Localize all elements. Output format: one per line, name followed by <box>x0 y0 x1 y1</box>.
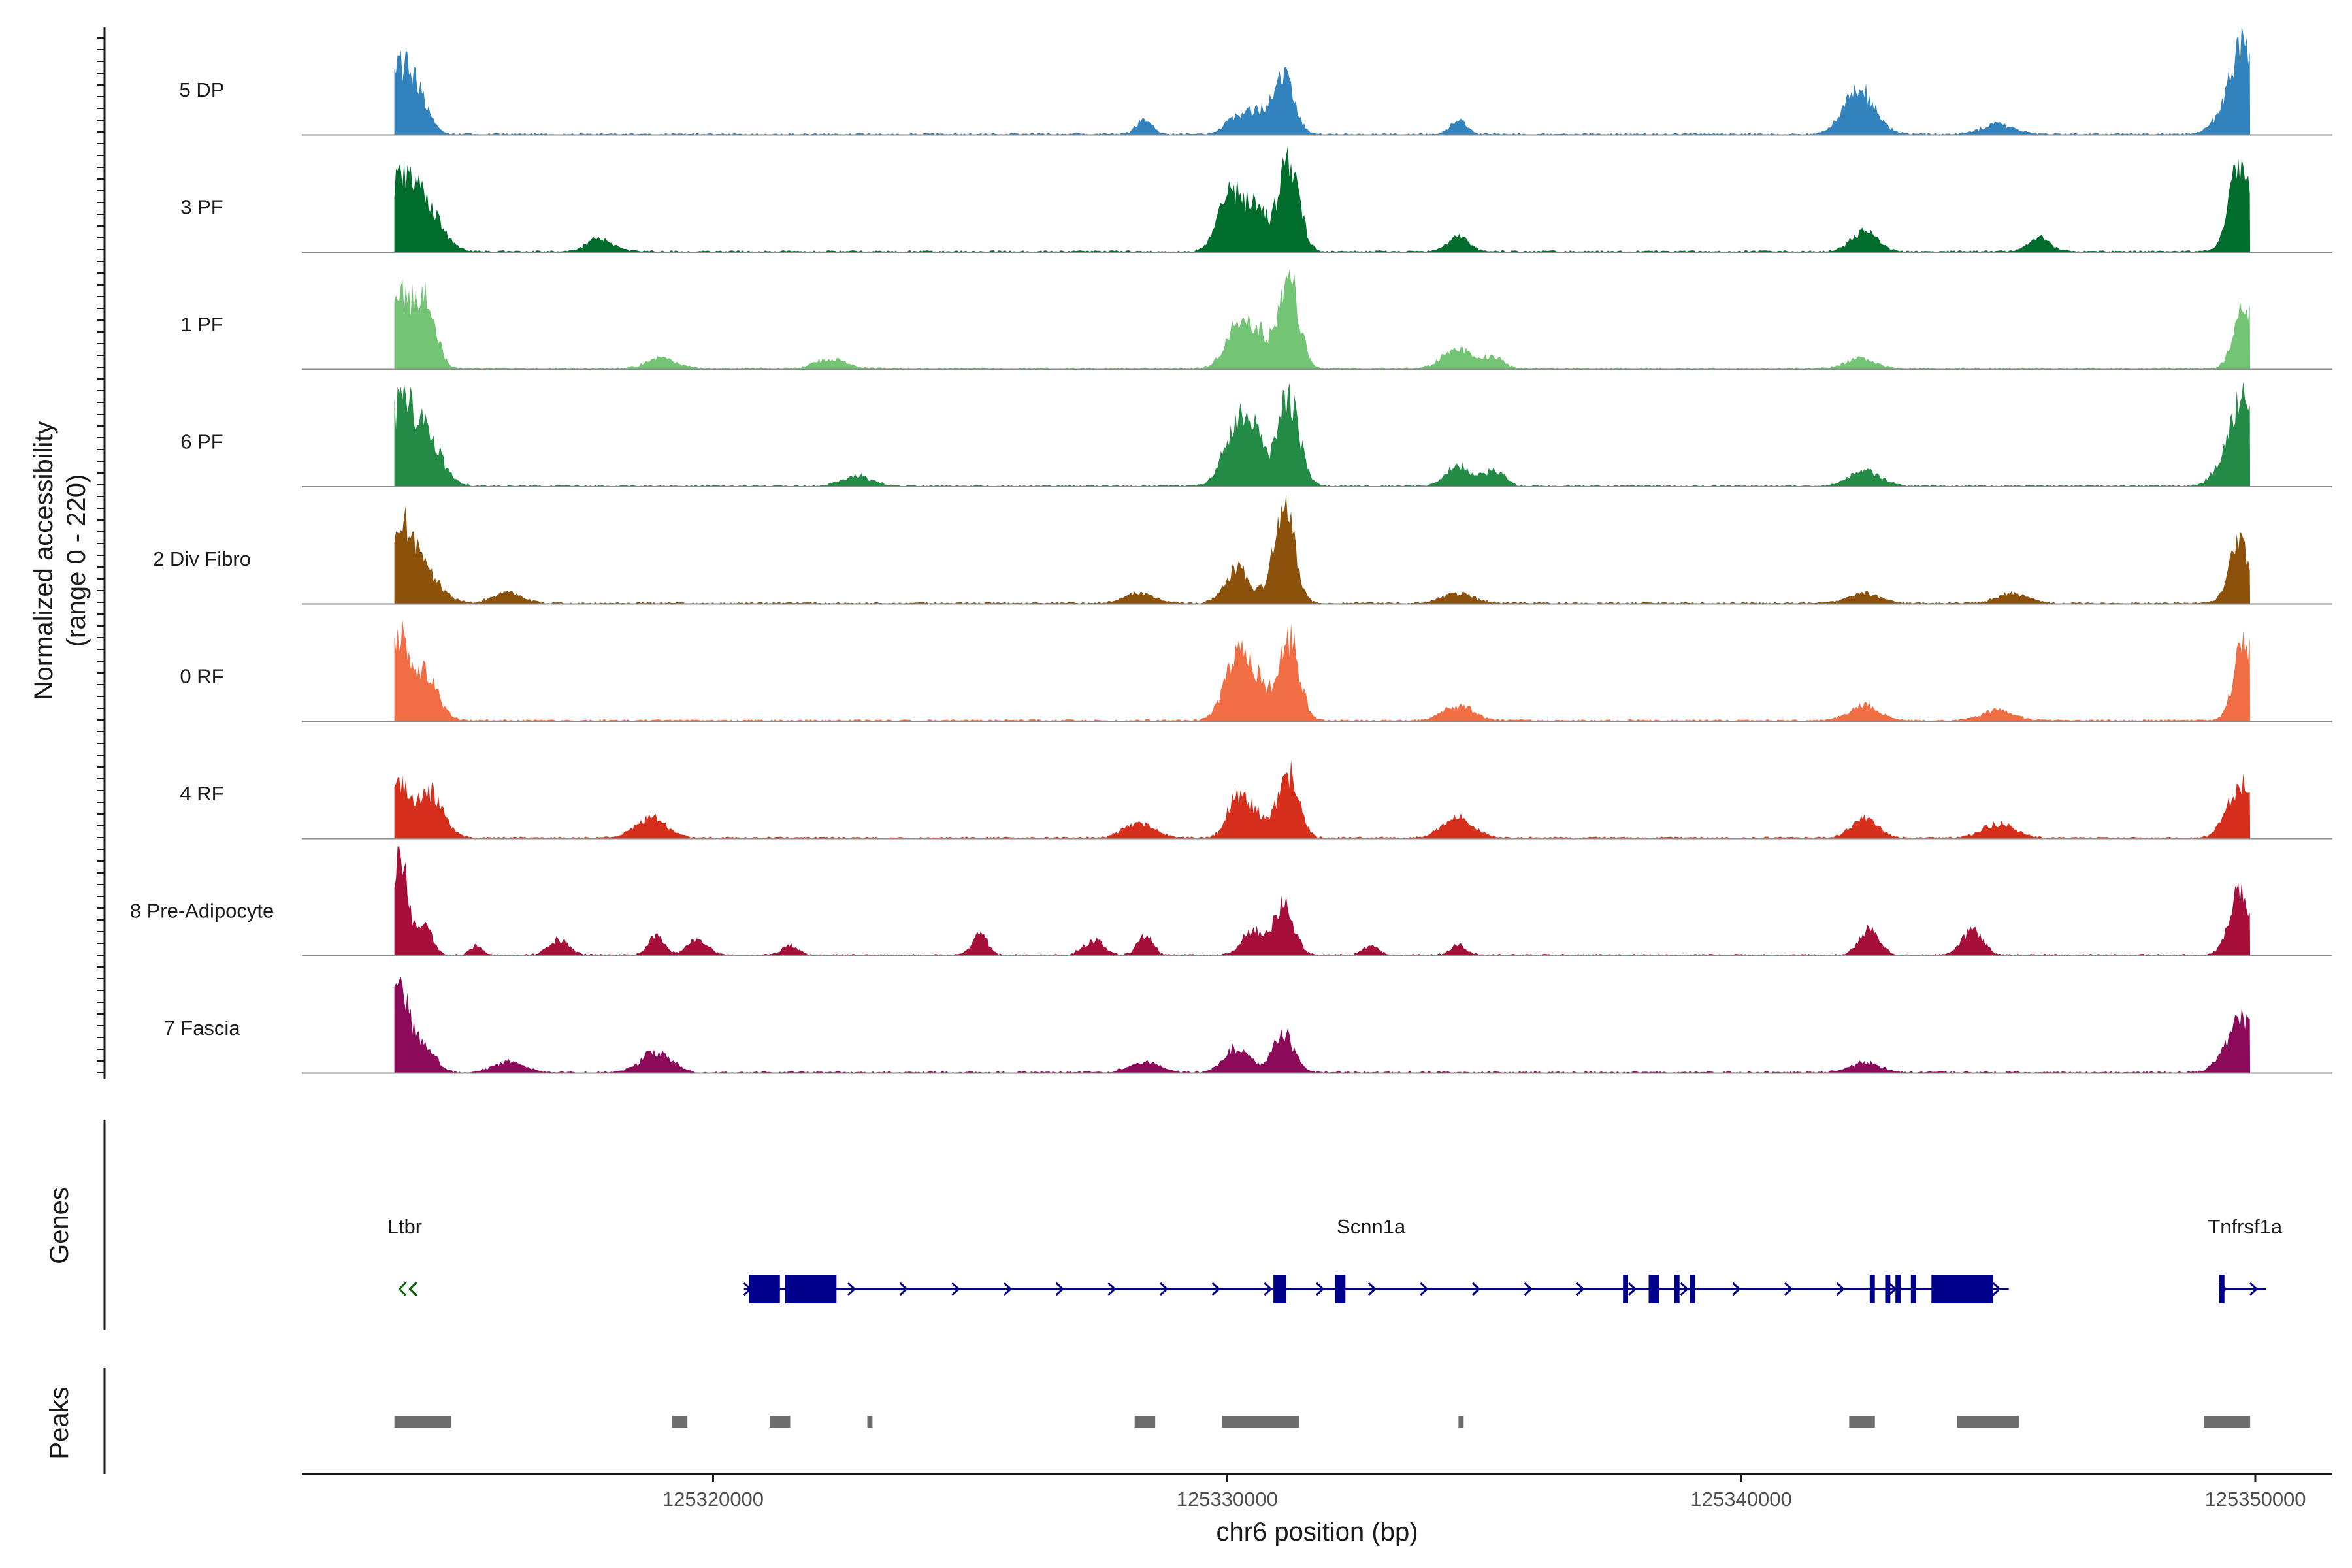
gene-exon <box>1674 1275 1680 1303</box>
peaks-track <box>394 1416 2251 1428</box>
strand-arrow <box>1160 1282 1169 1296</box>
x-axis: 125320000 125330000 125340000 125350000 <box>302 1473 2332 1511</box>
strand-arrow <box>1524 1282 1533 1296</box>
coverage-area <box>394 495 2251 604</box>
gene-exon <box>1910 1275 1916 1303</box>
strand-arrow <box>1576 1282 1585 1296</box>
strand-arrow <box>1836 1282 1845 1296</box>
gene-exon <box>1895 1275 1901 1303</box>
peak-region <box>867 1416 873 1428</box>
track-6-pf: 6 PF <box>180 381 2332 487</box>
gene-exon <box>1690 1275 1695 1303</box>
coverage-area <box>394 619 2251 721</box>
peak-region <box>672 1416 688 1428</box>
coverage-area <box>394 25 2251 135</box>
coverage-area <box>394 977 2251 1073</box>
strand-arrow <box>847 1282 857 1296</box>
strand-arrow <box>1420 1282 1429 1296</box>
peak-region <box>394 1416 451 1428</box>
track-8-pre-adipocyte: 8 Pre-Adipocyte <box>130 846 2332 956</box>
gene-label: Ltbr <box>387 1215 422 1238</box>
track-0-rf: 0 RF <box>180 619 2332 722</box>
track-5-dp: 5 DP <box>180 25 2332 136</box>
strand-arrow <box>1784 1282 1793 1296</box>
gene-exon <box>1623 1275 1629 1303</box>
peak-region <box>1222 1416 1299 1428</box>
gene-exon <box>1335 1275 1346 1303</box>
strand-arrow <box>1680 1282 1689 1296</box>
track-label: 0 RF <box>180 665 223 688</box>
strand-arrow <box>398 1281 407 1297</box>
strand-arrow <box>1055 1282 1064 1296</box>
peak-region <box>2204 1416 2251 1428</box>
strand-arrow <box>1264 1282 1273 1296</box>
peak-region <box>1849 1416 1875 1428</box>
gene-exon <box>1931 1275 1993 1303</box>
gene-scnn1a: Scnn1a <box>743 1215 2009 1303</box>
gene-exon <box>785 1275 837 1303</box>
gene-exon <box>1648 1275 1659 1303</box>
gene-ltbr: Ltbr <box>387 1215 422 1297</box>
track-3-pf: 3 PF <box>180 146 2332 253</box>
gene-tnfrsf1a: Tnfrsf1a <box>2208 1215 2283 1303</box>
peak-region <box>770 1416 791 1428</box>
gene-label: Tnfrsf1a <box>2208 1215 2282 1238</box>
coverage-area <box>394 269 2251 370</box>
y-axis-title-line1: Normalized accessibility <box>29 421 58 700</box>
track-label: 2 Div Fibro <box>153 547 251 570</box>
strand-arrow <box>951 1282 960 1296</box>
strand-arrow <box>899 1282 908 1296</box>
genes-track: Ltbr Scnn1a Tnfrsf1a <box>387 1215 2283 1303</box>
gene-exon <box>1869 1275 1875 1303</box>
peak-region <box>1957 1416 2019 1428</box>
track-2-div-fibro: 2 Div Fibro <box>153 495 2332 605</box>
x-tick-label: 125340000 <box>1691 1488 1792 1511</box>
track-label: 5 DP <box>180 78 225 101</box>
track-1-pf: 1 PF <box>180 269 2332 370</box>
gene-exon <box>749 1275 780 1303</box>
peak-region <box>1134 1416 1156 1428</box>
strand-arrow <box>1107 1282 1117 1296</box>
strand-arrow <box>1628 1282 1637 1296</box>
coverage-area <box>394 146 2251 252</box>
track-4-rf: 4 RF <box>180 760 2332 840</box>
track-label: 8 Pre-Adipocyte <box>130 900 274 923</box>
coverage-tracks: 5 DP 3 PF 1 PF 6 PF 2 Div Fibro 0 RF 4 RF 8 Pre… <box>130 25 2332 1074</box>
track-label: 3 PF <box>180 196 223 219</box>
track-label: 6 PF <box>180 431 223 453</box>
track-label: 7 Fascia <box>163 1017 240 1039</box>
strand-arrow <box>1211 1282 1220 1296</box>
y-axis-title-line2: (range 0 - 220) <box>62 474 91 647</box>
peaks-track-title: Peaks <box>45 1386 74 1459</box>
x-tick-label: 125320000 <box>662 1488 764 1511</box>
x-tick-label: 125330000 <box>1177 1488 1278 1511</box>
coverage-area <box>394 381 2251 487</box>
strand-arrow <box>1992 1282 2001 1296</box>
x-axis-title: chr6 position (bp) <box>1216 1518 1418 1546</box>
gene-label: Scnn1a <box>1337 1215 1406 1238</box>
track-label: 4 RF <box>180 782 223 805</box>
gene-exon <box>1885 1275 1891 1303</box>
strand-arrow <box>408 1281 417 1297</box>
strand-arrow <box>2249 1282 2259 1296</box>
strand-arrow <box>1316 1282 1325 1296</box>
y-axis <box>97 27 106 1474</box>
peak-region <box>1458 1416 1464 1428</box>
gene-exon <box>2219 1275 2225 1303</box>
strand-arrow <box>1732 1282 1741 1296</box>
gene-exon <box>1273 1275 1286 1303</box>
strand-arrow <box>1004 1282 1013 1296</box>
strand-arrow <box>1472 1282 1481 1296</box>
coverage-area <box>394 760 2251 839</box>
track-label: 1 PF <box>180 313 223 336</box>
genes-track-title: Genes <box>45 1187 74 1264</box>
strand-arrow <box>1367 1282 1377 1296</box>
coverage-area <box>394 846 2251 956</box>
track-7-fascia: 7 Fascia <box>163 977 2332 1074</box>
x-tick-label: 125350000 <box>2204 1488 2306 1511</box>
